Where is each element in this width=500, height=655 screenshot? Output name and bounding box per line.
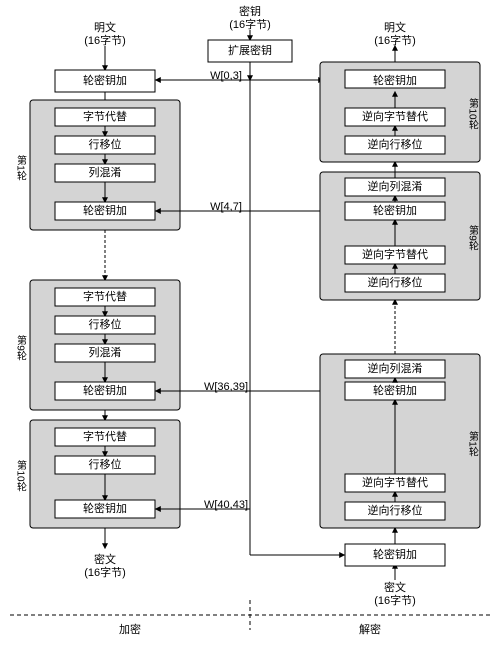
svg-text:轮密钥加: 轮密钥加	[373, 73, 417, 87]
ciphertext-left-2: (16字节)	[84, 565, 126, 579]
svg-text:列混淆: 列混淆	[89, 345, 122, 359]
svg-text:字节代替: 字节代替	[83, 289, 127, 303]
key-label-2: (16字节)	[229, 17, 271, 31]
svg-text:轮密钥加: 轮密钥加	[83, 203, 127, 217]
svg-text:轮密钥加: 轮密钥加	[373, 547, 417, 561]
key-label-1: 密钥	[239, 4, 261, 18]
dec-label: 解密	[359, 622, 381, 636]
svg-text:轮密钥加: 轮密钥加	[373, 203, 417, 217]
svg-text:逆向行移位: 逆向行移位	[368, 503, 423, 517]
svg-text:逆向列混淆: 逆向列混淆	[368, 361, 423, 375]
right-r9-label: 第9轮	[467, 224, 479, 251]
svg-text:逆向列混淆: 逆向列混淆	[368, 179, 423, 193]
plaintext-left-2: (16字节)	[84, 33, 126, 47]
svg-text:逆向行移位: 逆向行移位	[368, 275, 423, 289]
svg-text:行移位: 行移位	[89, 317, 122, 331]
right-r1-label: 第1轮	[467, 430, 479, 457]
expand-key-text: 扩展密钥	[228, 43, 272, 57]
svg-text:逆向字节替代: 逆向字节替代	[362, 247, 428, 261]
svg-text:行移位: 行移位	[89, 457, 122, 471]
svg-text:轮密钥加: 轮密钥加	[83, 73, 127, 87]
plaintext-right-1: 明文	[384, 20, 406, 34]
right-r10-label: 第10轮	[467, 97, 479, 129]
left-r1-label: 第1轮	[15, 154, 27, 181]
left-r9-label: 第9轮	[15, 334, 27, 361]
svg-text:字节代替: 字节代替	[83, 109, 127, 123]
ciphertext-right-1: 密文	[384, 580, 406, 594]
svg-text:字节代替: 字节代替	[83, 429, 127, 443]
enc-label: 加密	[119, 622, 141, 636]
svg-text:逆向行移位: 逆向行移位	[368, 137, 423, 151]
svg-text:行移位: 行移位	[89, 137, 122, 151]
svg-text:逆向字节替代: 逆向字节替代	[362, 475, 428, 489]
plaintext-right-2: (16字节)	[374, 33, 416, 47]
left-r10-label: 第10轮	[15, 459, 27, 491]
ciphertext-left-1: 密文	[94, 552, 116, 566]
svg-text:列混淆: 列混淆	[89, 165, 122, 179]
svg-text:逆向字节替代: 逆向字节替代	[362, 109, 428, 123]
svg-text:轮密钥加: 轮密钥加	[373, 383, 417, 397]
plaintext-left-1: 明文	[94, 20, 116, 34]
svg-text:轮密钥加: 轮密钥加	[83, 501, 127, 515]
ciphertext-right-2: (16字节)	[374, 593, 416, 607]
svg-text:轮密钥加: 轮密钥加	[83, 383, 127, 397]
